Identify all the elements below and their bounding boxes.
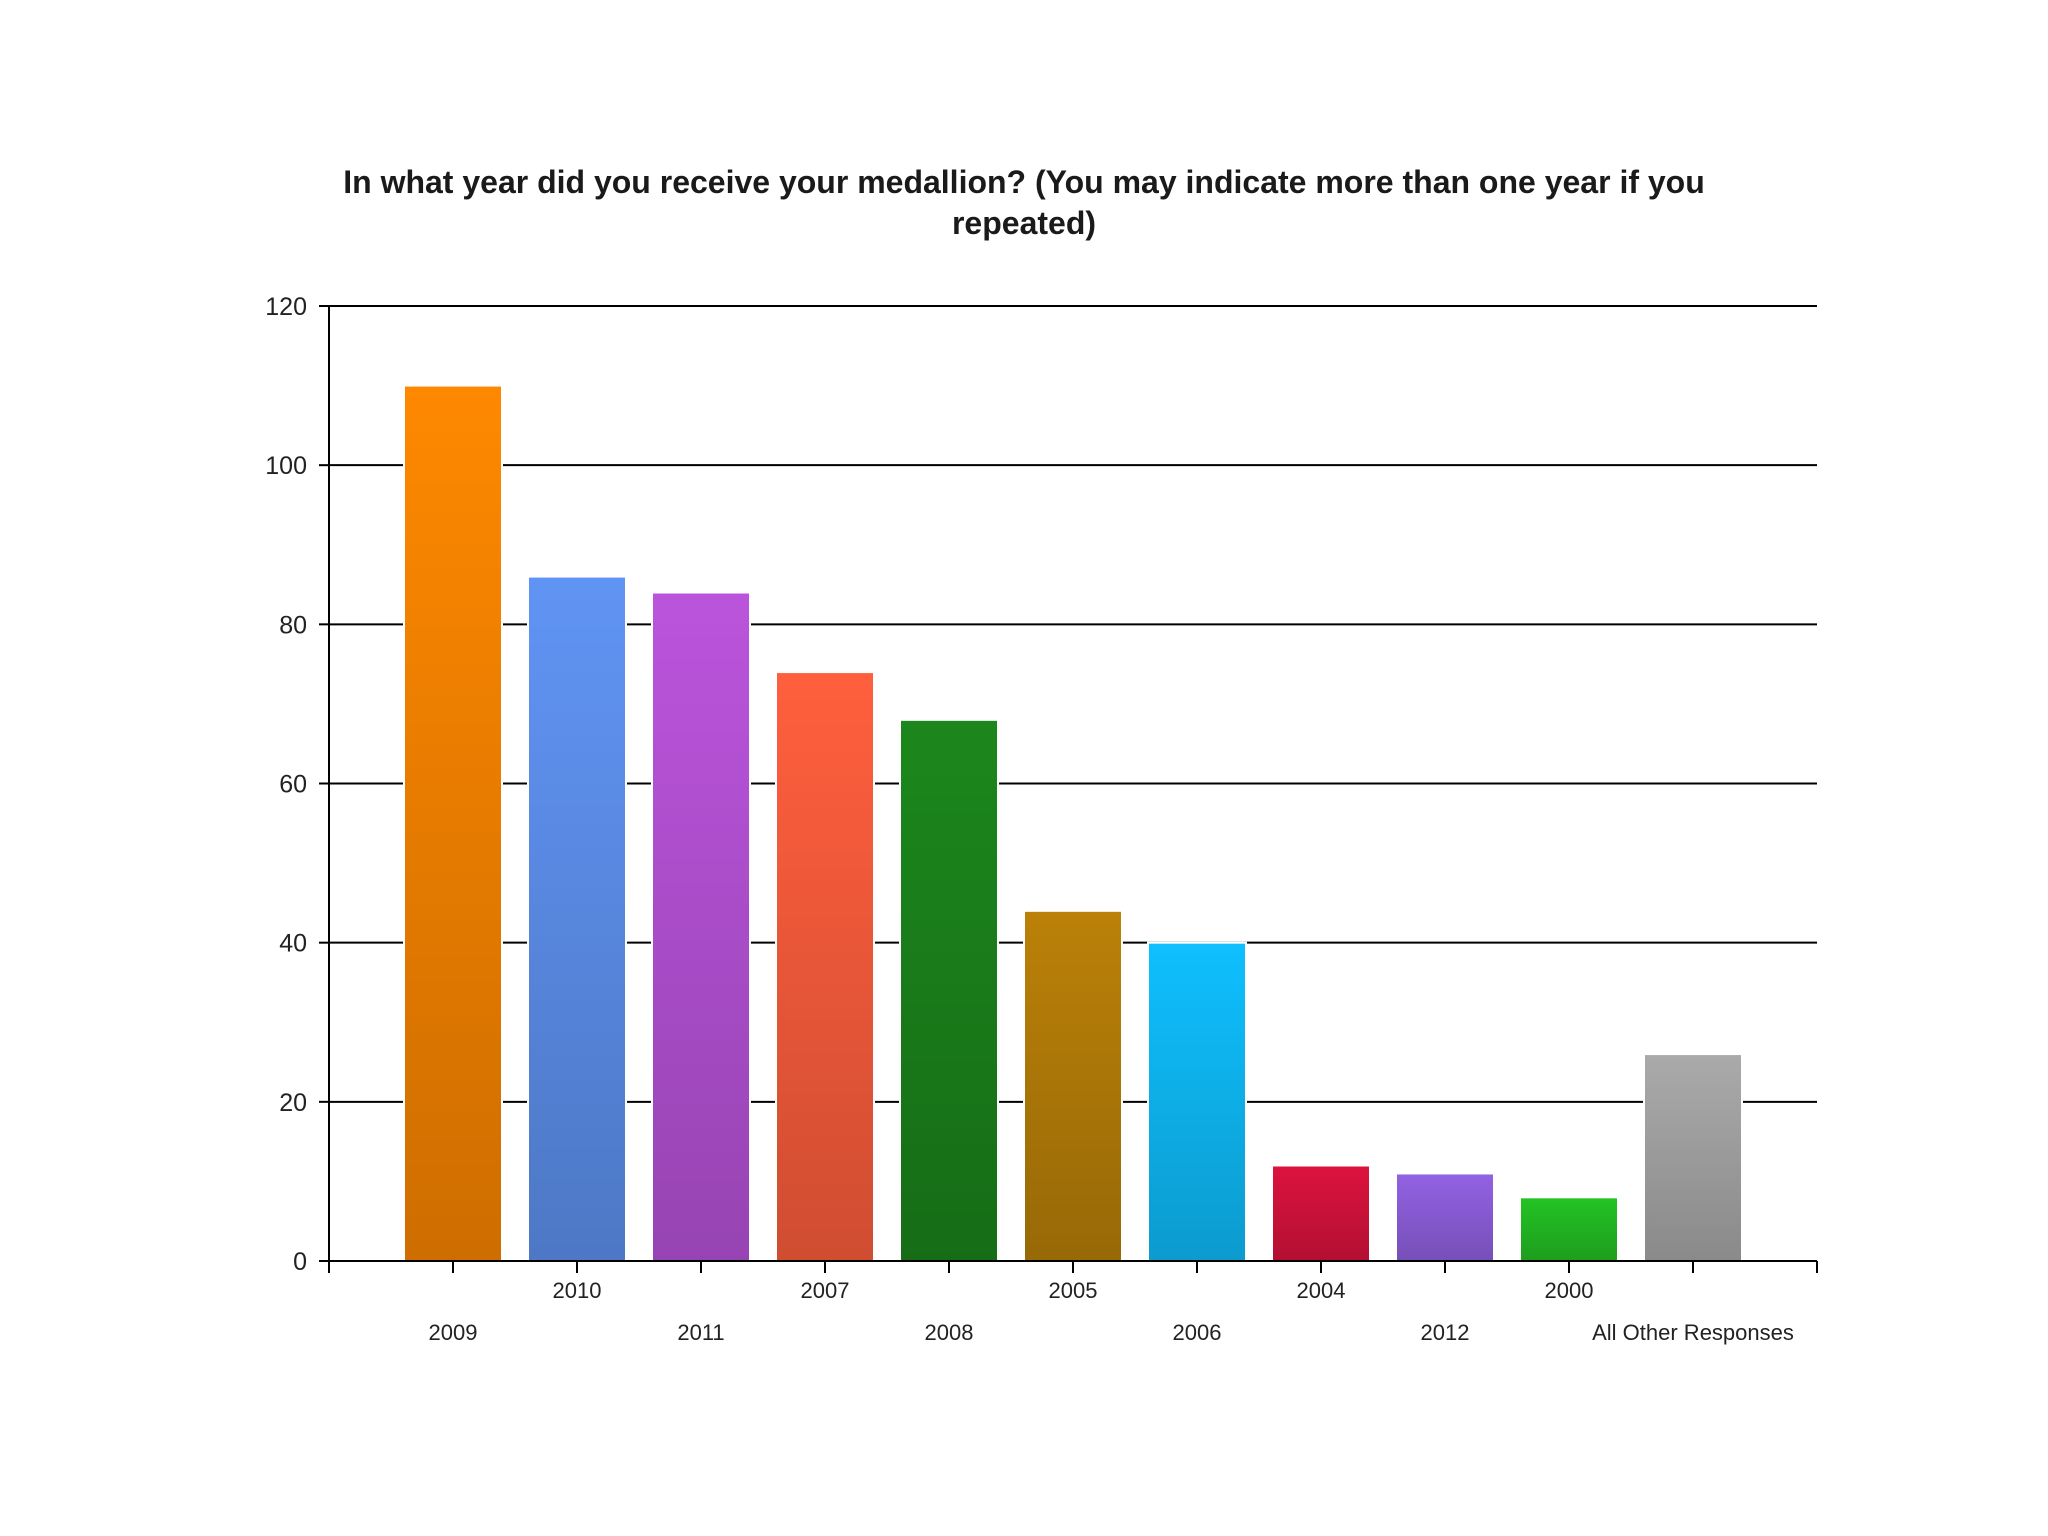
x-category-label: 2010	[553, 1278, 602, 1303]
labels: 0 20 40 60 80 100 120 2009 2010 2011 2007 2008 2005 2…	[265, 293, 1794, 1345]
axes	[319, 305, 1818, 1273]
x-category-label: 2008	[925, 1320, 974, 1345]
y-tick-label: 120	[265, 293, 307, 321]
bar-2005	[1023, 909, 1123, 1262]
x-category-label: 2007	[801, 1278, 850, 1303]
bar-2012	[1395, 1172, 1495, 1263]
y-tick-label: 60	[279, 771, 307, 799]
chart-title: In what year did you receive your medall…	[343, 164, 1705, 241]
x-category-label: 2004	[1297, 1278, 1346, 1303]
bar-all-other-responses	[1643, 1053, 1743, 1263]
bar-2010	[527, 575, 627, 1262]
bar-2004	[1271, 1164, 1371, 1262]
bar-2007	[775, 671, 875, 1262]
x-category-label: 2011	[677, 1320, 724, 1345]
y-tick-label: 100	[265, 452, 307, 480]
bar-2008	[899, 718, 999, 1262]
x-category-label: 2006	[1173, 1320, 1222, 1345]
bar-2009	[403, 384, 503, 1263]
x-category-label: 2009	[429, 1320, 478, 1345]
y-tick-label: 40	[279, 930, 307, 958]
x-category-label: 2005	[1049, 1278, 1098, 1303]
bars	[403, 384, 1743, 1263]
y-tick-label: 80	[279, 611, 307, 639]
x-category-label: 2000	[1545, 1278, 1594, 1303]
x-category-label: All Other Responses	[1592, 1320, 1794, 1345]
bar-2011	[651, 591, 751, 1262]
x-category-label: 2012	[1421, 1320, 1470, 1345]
bar-2006	[1147, 941, 1247, 1263]
y-tick-label: 20	[279, 1089, 307, 1117]
bar-2000	[1519, 1196, 1619, 1263]
y-tick-label: 0	[293, 1248, 307, 1276]
